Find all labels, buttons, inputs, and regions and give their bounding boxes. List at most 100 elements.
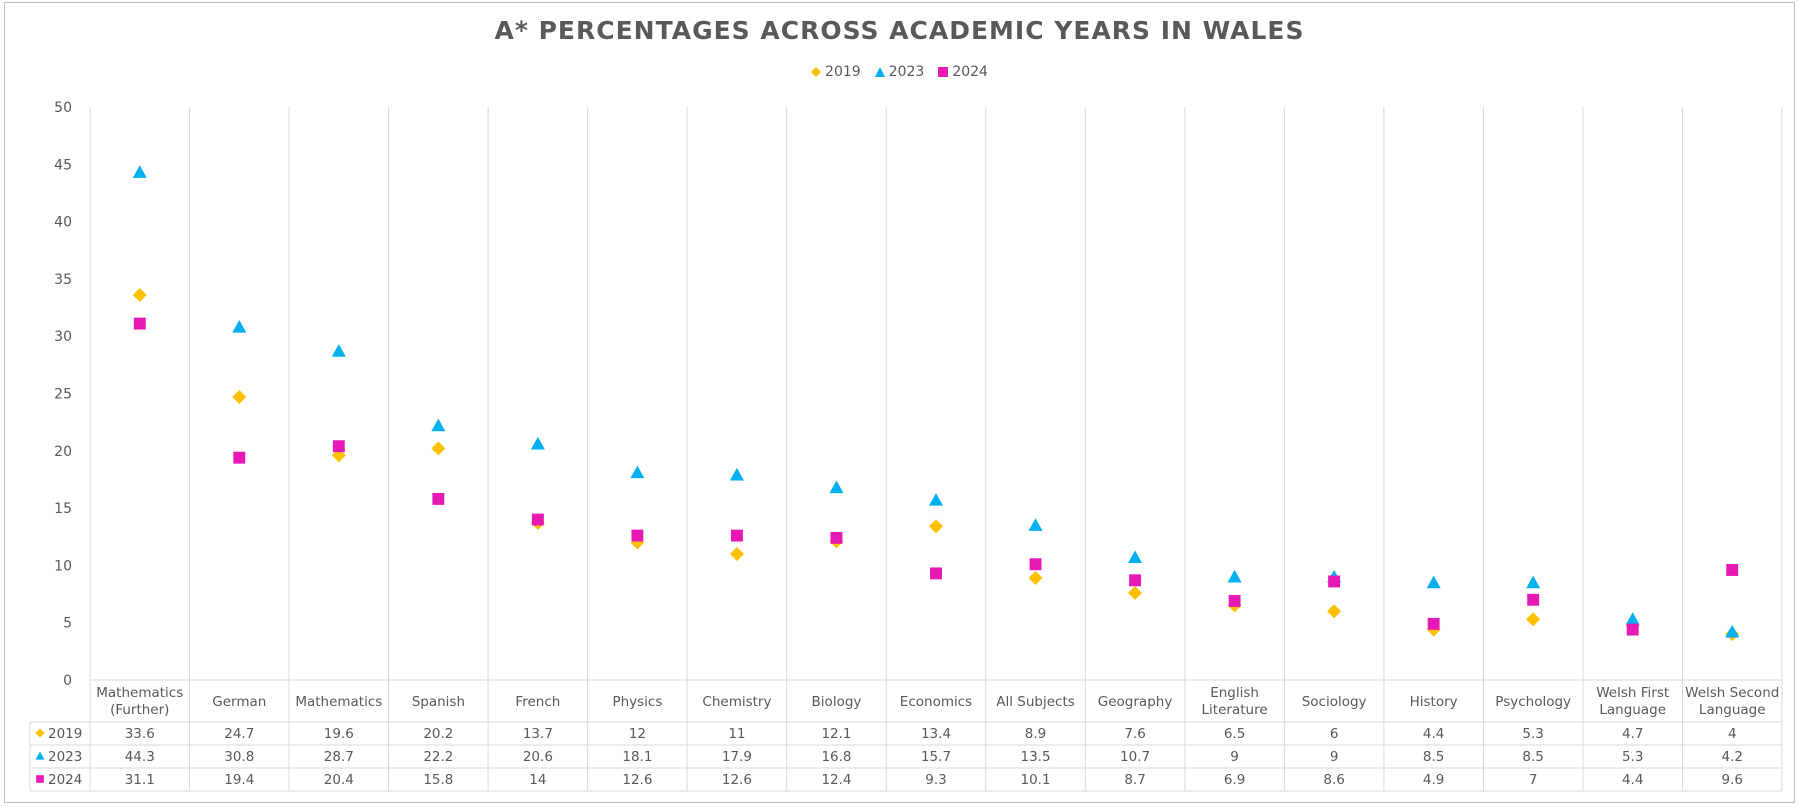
data-point-2019 (232, 389, 247, 404)
table-cell: 17.9 (722, 749, 752, 765)
table-cell: 12.6 (722, 772, 752, 788)
chart-title: A* PERCENTAGES ACROSS ACADEMIC YEARS IN … (494, 16, 1305, 45)
legend-label-2023: 2023 (888, 64, 925, 80)
table-cell: 33.6 (125, 726, 155, 742)
table-cell: 4.4 (1423, 726, 1444, 742)
table-cell: 13.4 (921, 726, 951, 742)
table-cell: 4.9 (1423, 772, 1444, 788)
data-point-2023 (1625, 612, 1640, 625)
data-point-2024 (133, 317, 146, 330)
data-point-2019 (1327, 604, 1342, 619)
table-cell: 15.8 (423, 772, 453, 788)
legend-item-2019: 2019 (811, 64, 861, 80)
data-point-2023 (232, 320, 247, 333)
legend-marker-2019 (811, 67, 822, 77)
chart-frame (4, 2, 1795, 803)
table-cell: 30.8 (224, 749, 254, 765)
data-point-2023 (929, 493, 943, 506)
table-cell: 20.2 (423, 726, 453, 742)
legend-label-2024: 2024 (952, 64, 988, 80)
table-cell: 10.1 (1020, 772, 1050, 788)
data-point-2024 (631, 529, 644, 542)
y-tick-label: 20 (54, 444, 72, 460)
data-point-2024 (830, 531, 843, 544)
table-cell: 19.6 (324, 726, 354, 742)
table-cell: 5.3 (1622, 749, 1643, 765)
category-label: Biology (812, 694, 862, 710)
table-cell: 9.6 (1721, 772, 1742, 788)
y-tick-label: 25 (54, 387, 72, 403)
category-label: Sociology (1302, 694, 1367, 710)
category-label: French (515, 694, 560, 710)
data-point-2019 (431, 441, 446, 456)
table-cell: 16.8 (821, 749, 851, 765)
y-tick-label: 50 (54, 100, 72, 116)
table-legend-marker-2023 (35, 751, 45, 760)
data-point-2019 (929, 519, 943, 534)
category-label: Physics (612, 694, 662, 710)
y-tick-label: 0 (63, 673, 72, 689)
table-cell: 12 (629, 726, 646, 742)
legend-item-2024: 2024 (938, 64, 988, 80)
data-point-2023 (1426, 575, 1441, 589)
data-point-2023 (1028, 518, 1043, 531)
table-cell: 9 (1230, 749, 1239, 765)
data-point-2023 (431, 418, 446, 432)
category-label: Psychology (1495, 694, 1571, 710)
table-cell: 7.6 (1124, 726, 1145, 742)
category-label: English Literature (1202, 685, 1268, 718)
table-cell: 20.4 (324, 772, 354, 788)
table-cell: 13.7 (523, 726, 553, 742)
table-cell: 18.1 (622, 749, 652, 765)
category-label: History (1410, 694, 1458, 710)
table-cell: 6.5 (1224, 726, 1245, 742)
table-cell: 13.5 (1020, 749, 1050, 765)
category-label: Spanish (412, 694, 465, 710)
table-cell: 8.5 (1522, 749, 1543, 765)
table-cell: 19.4 (224, 772, 254, 788)
table-cell: 9.3 (925, 772, 946, 788)
y-tick-label: 5 (63, 616, 72, 632)
data-point-2023 (729, 467, 744, 481)
data-point-2024 (1129, 574, 1142, 587)
category-label: Geography (1098, 694, 1173, 710)
table-row-label: 2019 (48, 726, 82, 742)
table-cell: 10.7 (1120, 749, 1150, 765)
table-cell: 20.6 (523, 749, 553, 765)
category-label: All Subjects (996, 694, 1075, 710)
chart-legend: 2019 2023 2024 (0, 64, 1799, 80)
data-point-2019 (1526, 612, 1541, 627)
table-cell: 6 (1330, 726, 1339, 742)
legend-item-2023: 2023 (874, 64, 925, 80)
table-cell: 24.7 (224, 726, 254, 742)
data-point-2024 (1228, 594, 1241, 607)
legend-marker-2023 (874, 67, 885, 77)
table-cell: 8.9 (1025, 726, 1046, 742)
category-label: Chemistry (702, 694, 771, 710)
data-point-2019 (1128, 585, 1143, 600)
table-cell: 4.2 (1721, 749, 1742, 765)
data-point-2024 (930, 567, 942, 580)
y-tick-label: 15 (54, 501, 72, 517)
table-cell: 5.3 (1522, 726, 1543, 742)
data-point-2024 (332, 440, 345, 453)
data-point-2024 (1527, 593, 1540, 606)
table-cell: 4.7 (1622, 726, 1643, 742)
data-point-2023 (1227, 569, 1242, 583)
table-legend-marker-2019 (35, 728, 45, 738)
data-point-2023 (1526, 575, 1541, 589)
table-cell: 6.9 (1224, 772, 1245, 788)
data-point-2024 (1726, 564, 1739, 576)
y-tick-label: 35 (54, 272, 72, 288)
data-point-2024 (1029, 558, 1042, 571)
legend-label-2019: 2019 (825, 64, 861, 80)
y-tick-label: 45 (54, 157, 72, 173)
category-label: Economics (900, 694, 972, 710)
table-cell: 12.6 (622, 772, 652, 788)
data-point-2023 (331, 344, 346, 357)
table-cell: 14 (529, 772, 546, 788)
data-point-2019 (1028, 571, 1043, 586)
table-cell: 4.4 (1622, 772, 1643, 788)
table-cell: 8.5 (1423, 749, 1444, 765)
data-point-2024 (1328, 575, 1341, 588)
